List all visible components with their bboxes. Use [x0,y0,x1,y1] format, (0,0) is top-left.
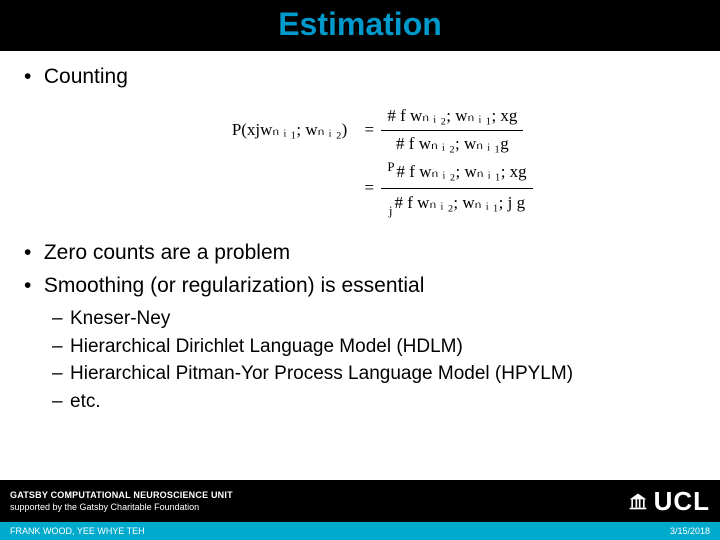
sub-bullet-text: etc. [70,391,101,412]
footer-bottom: FRANK WOOD, YEE WHYE TEH 3/15/2018 [0,522,720,540]
portico-icon [628,491,648,511]
bullet-counting: • Counting [24,63,702,91]
bullet-marker: • [24,239,38,267]
sum-bot [389,173,392,186]
fraction-2-den: j # f wₙ ᵢ ₂; wₙ ᵢ ₁; j g [383,189,531,217]
equation-row-2: = P # f wₙ ᵢ ₂; wₙ ᵢ ₁; xg j [187,160,532,217]
sub-bullet: –Kneser-Ney [52,306,702,332]
footer-unit: GATSBY COMPUTATIONAL NEUROSCIENCE UNIT [10,490,233,500]
sum-bot: j [389,204,393,217]
bullet-text: Counting [44,65,128,88]
footer-support: supported by the Gatsby Charitable Found… [10,502,233,512]
footer-top: GATSBY COMPUTATIONAL NEUROSCIENCE UNIT s… [0,480,720,522]
fraction-1-den: # f wₙ ᵢ ₂; wₙ ᵢ ₁g [390,131,515,156]
fraction-2-num-text: # f wₙ ᵢ ₂; wₙ ᵢ ₁; xg [397,162,527,181]
bullet-text: Zero counts are a problem [44,241,290,264]
sub-bullet: –Hierarchical Dirichlet Language Model (… [52,334,702,360]
footer-top-left: GATSBY COMPUTATIONAL NEUROSCIENCE UNIT s… [10,490,233,512]
sum-symbol: j [389,191,393,217]
slide-body: • Counting P(xjwₙ ᵢ ₁; wₙ ᵢ ₂) = # f wₙ … [0,51,720,540]
fraction-1: # f wₙ ᵢ ₂; wₙ ᵢ ₁; xg # f wₙ ᵢ ₂; wₙ ᵢ … [381,105,523,156]
sum-symbol: P [387,160,394,186]
fraction-2-num: P # f wₙ ᵢ ₂; wₙ ᵢ ₁; xg [381,160,532,189]
bullet-marker: • [24,63,38,91]
dash-marker: – [52,361,70,387]
bullet-text: Smoothing (or regularization) is essenti… [44,274,425,297]
sub-bullet: –Hierarchical Pitman-Yor Process Languag… [52,361,702,387]
slide: Estimation • Counting P(xjwₙ ᵢ ₁; wₙ ᵢ ₂… [0,0,720,540]
bullet-zero-counts: • Zero counts are a problem [24,239,702,267]
fraction-2: P # f wₙ ᵢ ₂; wₙ ᵢ ₁; xg j # f wₙ ᵢ ₂; w… [381,160,532,217]
dash-marker: – [52,334,70,360]
equation-lhs: P(xjwₙ ᵢ ₁; wₙ ᵢ ₂) [187,119,357,142]
equation-row-1: P(xjwₙ ᵢ ₁; wₙ ᵢ ₂) = # f wₙ ᵢ ₂; wₙ ᵢ ₁… [187,105,532,156]
fraction-2-den-text: # f wₙ ᵢ ₂; wₙ ᵢ ₁; j g [395,193,526,212]
fraction-1-num: # f wₙ ᵢ ₂; wₙ ᵢ ₁; xg [381,105,523,131]
footer-date: 3/15/2018 [670,526,710,536]
sub-bullet-text: Hierarchical Pitman-Yor Process Language… [70,363,573,384]
equals-sign: = [357,177,381,200]
equation: P(xjwₙ ᵢ ₁; wₙ ᵢ ₂) = # f wₙ ᵢ ₂; wₙ ᵢ ₁… [187,101,532,221]
sub-bullet-text: Hierarchical Dirichlet Language Model (H… [70,336,463,357]
dash-marker: – [52,389,70,415]
ucl-text: UCL [654,486,710,517]
slide-footer: GATSBY COMPUTATIONAL NEUROSCIENCE UNIT s… [0,480,720,540]
equation-block: P(xjwₙ ᵢ ₁; wₙ ᵢ ₂) = # f wₙ ᵢ ₂; wₙ ᵢ ₁… [18,101,702,221]
dash-marker: – [52,306,70,332]
sub-bullet-text: Kneser-Ney [70,308,170,329]
bullet-smoothing: • Smoothing (or regularization) is essen… [24,272,702,300]
slide-title: Estimation [0,0,720,51]
ucl-logo: UCL [628,486,710,517]
footer-authors: FRANK WOOD, YEE WHYE TEH [10,526,145,536]
sub-bullet-list: –Kneser-Ney –Hierarchical Dirichlet Lang… [52,306,702,415]
bullet-marker: • [24,272,38,300]
equals-sign: = [357,119,381,142]
sub-bullet: –etc. [52,389,702,415]
